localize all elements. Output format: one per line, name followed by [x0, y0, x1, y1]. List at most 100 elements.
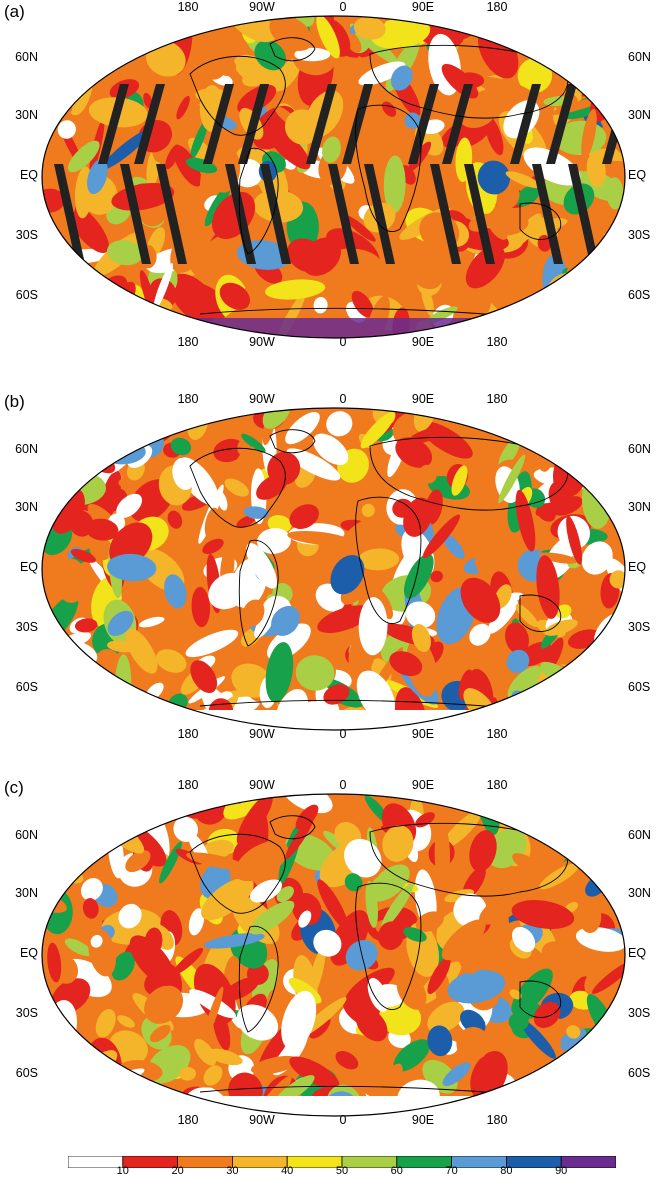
panel-label: (a) — [4, 2, 25, 21]
field-contour-patch — [52, 40, 74, 62]
lat-label-left: 60N — [15, 828, 38, 842]
satellite-swath-gap — [532, 164, 563, 264]
field-contour-patch — [64, 938, 92, 957]
field-contour-patch — [167, 510, 183, 529]
field-contour-patch — [298, 910, 312, 928]
field-contour-patch — [358, 548, 400, 571]
field-contour-patch — [44, 464, 57, 486]
satellite-swath-gap — [328, 164, 359, 264]
field-contour-patch — [105, 16, 155, 38]
field-contour-patch — [520, 32, 535, 47]
field-contour-patch — [393, 1039, 430, 1072]
field-contour-patch — [118, 903, 142, 929]
field-contour-patch — [480, 814, 499, 829]
field-contour-patch — [108, 1072, 133, 1105]
field-contour-patch — [292, 893, 322, 926]
field-contour-patch — [522, 321, 543, 338]
lat-label-left: 60N — [15, 50, 38, 64]
field-contour-patch — [95, 1009, 116, 1038]
field-contour-patch — [60, 271, 88, 300]
satellite-swath-gap — [134, 84, 165, 164]
field-contour-patch — [477, 160, 511, 195]
lat-label-right: 30S — [628, 1006, 651, 1020]
field-contour-patch — [367, 977, 389, 1012]
field-contour-patch — [100, 1068, 145, 1089]
field-contour-patch — [460, 1009, 486, 1035]
field-contour-patch — [549, 408, 589, 426]
colorbar — [67, 1155, 617, 1169]
field-contour-patch — [295, 655, 335, 691]
field-contour-patch — [92, 48, 143, 58]
field-contour-patch — [546, 1084, 583, 1116]
field-contour-patch — [98, 417, 128, 459]
field-contour-patch — [67, 204, 109, 254]
lat-label-right: 60N — [628, 828, 651, 842]
field-contour-patch — [609, 823, 625, 852]
coastline — [355, 104, 422, 232]
field-contour-patch — [577, 313, 593, 338]
field-contour-patch — [185, 157, 218, 174]
field-contour-patch — [276, 886, 294, 903]
field-contour-patch — [187, 242, 211, 278]
field-contour-patch — [106, 640, 137, 653]
lat-label-left: EQ — [19, 560, 38, 574]
field-contour-patch — [515, 489, 536, 552]
field-contour-patch — [42, 850, 66, 869]
lon-label-top: 180 — [486, 0, 508, 14]
field-contour-patch — [558, 797, 588, 855]
field-contour-patch — [42, 56, 53, 70]
field-contour-patch — [421, 282, 434, 317]
lon-label-bottom: 0 — [339, 1113, 347, 1127]
field-contour-patch — [577, 408, 620, 433]
field-contour-patch — [508, 1012, 529, 1032]
map-panel: (c) 180 90W 0 90E 180 180 90W 0 90E 180 60N 30N EQ 30S… — [0, 778, 667, 1138]
field-contour-patch — [538, 552, 578, 564]
field-contour-patch — [476, 76, 537, 101]
field-contour-patch — [250, 900, 295, 935]
coastline — [519, 980, 562, 1018]
field-contour-patch — [173, 145, 202, 187]
field-contour-patch — [506, 649, 530, 674]
field-contour-patch — [614, 865, 625, 878]
field-contour-patch — [189, 119, 209, 161]
field-contour-patch — [264, 123, 311, 170]
field-contour-patch — [70, 794, 107, 826]
field-contour-patch — [111, 951, 135, 981]
colorbar-tick-label: 30 — [226, 1165, 239, 1177]
field-contour-patch — [313, 433, 349, 466]
field-contour-patch — [42, 1073, 68, 1102]
field-contour-patch — [329, 910, 370, 966]
field-contour-patch — [567, 794, 614, 824]
field-contour-patch — [512, 853, 546, 877]
field-contour-patch — [106, 240, 143, 266]
field-contour-patch — [203, 986, 224, 1040]
field-contour-patch — [132, 183, 156, 201]
lat-label-left: EQ — [19, 168, 38, 182]
field-contour-patch — [533, 1001, 561, 1028]
satellite-swath-gap — [260, 164, 291, 264]
field-contour-patch — [46, 1091, 82, 1116]
field-contour-patch — [326, 411, 353, 437]
lat-label-left: 30S — [15, 1006, 38, 1020]
field-contour-patch — [85, 704, 117, 730]
field-contour-patch — [344, 838, 382, 878]
satellite-swath-gap — [306, 84, 337, 164]
field-contour-patch — [530, 307, 559, 336]
lat-label-right: EQ — [628, 560, 647, 574]
field-contour-patch — [72, 41, 87, 72]
field-contour-patch — [286, 448, 341, 481]
coastline — [355, 882, 422, 1010]
field-contour-patch — [566, 1025, 581, 1039]
field-contour-patch — [46, 1081, 76, 1112]
field-contour-patch — [526, 794, 579, 813]
field-contour-patch — [358, 61, 406, 86]
lat-label-left: 60S — [15, 1066, 38, 1080]
satellite-swath-gap — [568, 164, 599, 264]
field-contour-patch — [265, 642, 294, 703]
field-contour-patch — [179, 1066, 196, 1081]
field-contour-patch — [403, 553, 434, 599]
coastline — [199, 307, 511, 317]
field-contour-patch — [575, 716, 598, 730]
field-contour-patch — [523, 147, 581, 186]
field-contour-patch — [586, 152, 606, 188]
